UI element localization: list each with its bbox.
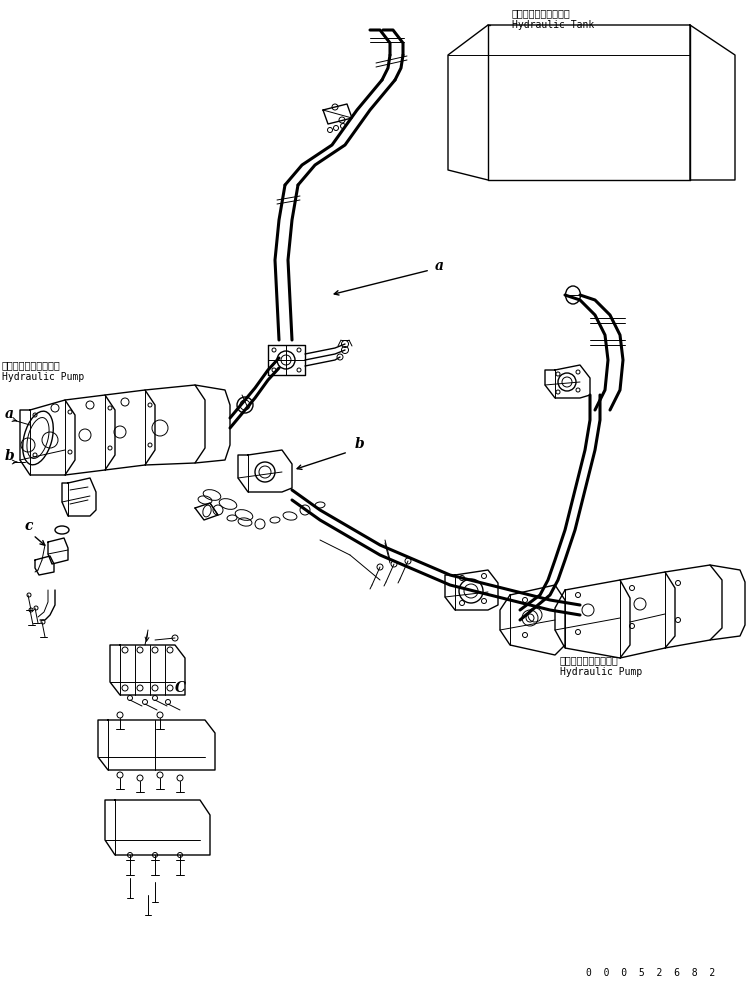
Text: b: b	[5, 449, 15, 463]
Text: ハイドロリックタンク: ハイドロリックタンク	[512, 8, 571, 18]
Text: 0  0  0  5  2  6  8  2: 0 0 0 5 2 6 8 2	[586, 968, 715, 978]
Text: a: a	[435, 259, 444, 273]
Text: Hydraulic Tank: Hydraulic Tank	[512, 20, 595, 30]
Circle shape	[237, 397, 253, 413]
Text: b: b	[355, 437, 365, 451]
Text: ハイドロリックポンプ: ハイドロリックポンプ	[560, 655, 618, 665]
Text: Hydraulic Pump: Hydraulic Pump	[2, 372, 84, 382]
Text: C: C	[175, 681, 186, 695]
Text: Hydraulic Pump: Hydraulic Pump	[560, 667, 642, 677]
Text: ハイドロリックポンプ: ハイドロリックポンプ	[2, 360, 60, 370]
Text: c: c	[25, 519, 34, 533]
Text: a: a	[5, 407, 14, 421]
